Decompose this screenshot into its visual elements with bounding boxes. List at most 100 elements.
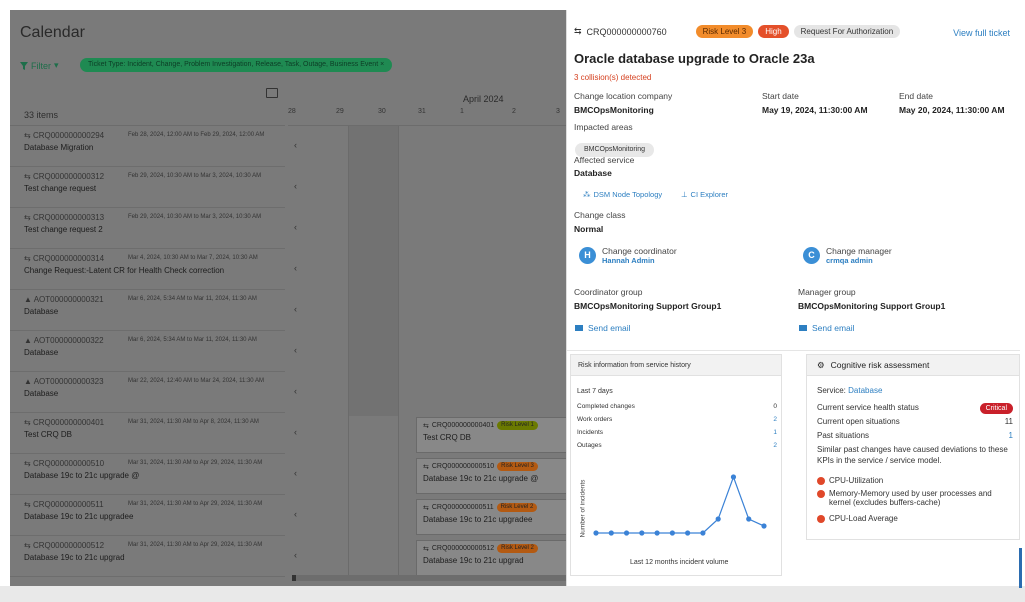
- bar-name: Database 19c to 21c upgrad: [423, 556, 524, 565]
- calendar-list-item[interactable]: ▲ AOT000000000323 Mar 22, 2024, 12:40 AM …: [10, 372, 297, 413]
- incident-data-point[interactable]: [639, 530, 645, 536]
- chevron-left-icon[interactable]: ‹: [294, 263, 297, 273]
- chevron-left-icon[interactable]: ‹: [294, 386, 297, 396]
- calendar-list: ⇆ CRQ000000000294 Feb 28, 2024, 12:00 AM …: [10, 126, 297, 577]
- bar-id: ⇆ CRQ000000000510 Risk Level 3: [423, 462, 569, 471]
- warning-icon: ▲: [24, 295, 34, 304]
- open-label: Current open situations: [817, 417, 900, 426]
- change-coordinator[interactable]: H Change coordinator Hannah Admin: [579, 246, 677, 265]
- chevron-left-icon[interactable]: ‹: [294, 550, 297, 560]
- app-window: Calendar Filter ▾ Ticket Type: Incident,…: [10, 10, 1020, 586]
- impacted-area-chip: BMCOpsMonitoring: [575, 143, 655, 157]
- change-icon: ⇆: [24, 131, 33, 140]
- affected-service-value: Database: [574, 168, 612, 178]
- view-full-ticket-link[interactable]: View full ticket: [953, 28, 1010, 38]
- coordinator-group-value: BMCOpsMonitoring Support Group1: [574, 301, 722, 311]
- change-icon: ⇆: [24, 418, 33, 427]
- calendar-list-item[interactable]: ⇆ CRQ000000000511 Mar 31, 2024, 11:30 AM …: [10, 495, 297, 536]
- stat-value[interactable]: 1: [773, 429, 777, 436]
- timeline-bar[interactable]: ⇆ CRQ000000000510 Risk Level 3 Database 19c…: [416, 458, 576, 494]
- close-icon[interactable]: ×: [380, 61, 385, 68]
- change-icon: ⇆: [24, 254, 33, 263]
- divider: [567, 350, 1020, 351]
- collision-warning[interactable]: 3 collision(s) detected: [574, 73, 652, 82]
- chevron-left-icon[interactable]: ‹: [294, 181, 297, 191]
- day-label: 29: [336, 108, 344, 115]
- incident-data-point[interactable]: [761, 523, 767, 529]
- calendar-list-item[interactable]: ⇆ CRQ000000000313 Feb 29, 2024, 10:30 AM …: [10, 208, 297, 249]
- timeline-bar[interactable]: ⇆ CRQ000000000512 Risk Level 2 Database 19c…: [416, 540, 576, 576]
- stat-value[interactable]: 2: [773, 416, 777, 423]
- scroll-thumb[interactable]: [292, 575, 296, 581]
- chevron-left-icon[interactable]: ‹: [294, 304, 297, 314]
- chevron-left-icon[interactable]: ‹: [294, 222, 297, 232]
- day-label: 31: [418, 108, 426, 115]
- incident-data-point[interactable]: [669, 530, 675, 536]
- calendar-list-item[interactable]: ⇆ CRQ000000000510 Mar 31, 2024, 11:30 AM …: [10, 454, 297, 495]
- calendar-list-item[interactable]: ⇆ CRQ000000000312 Feb 29, 2024, 10:30 AM …: [10, 167, 297, 208]
- filter-button[interactable]: Filter ▾: [20, 60, 59, 71]
- dsm-node-topology-link[interactable]: ⁂ DSM Node Topology: [583, 190, 662, 199]
- coordinator-send-email[interactable]: Send email: [575, 323, 631, 333]
- change-icon: ⇆: [24, 541, 33, 550]
- incident-data-point[interactable]: [746, 516, 752, 522]
- incident-data-point[interactable]: [608, 530, 614, 536]
- chevron-left-icon[interactable]: ‹: [294, 427, 297, 437]
- calendar-list-item[interactable]: ⇆ CRQ000000000314 Mar 4, 2024, 10:30 AM t…: [10, 249, 297, 290]
- chart-caption: Last 12 months incident volume: [630, 559, 729, 566]
- bar-id: ⇆ CRQ000000000511 Risk Level 2: [423, 503, 569, 512]
- incident-data-point[interactable]: [654, 530, 660, 536]
- item-id: ⇆ CRQ000000000511: [24, 500, 104, 509]
- kpi-label: CPU-Utilization: [829, 476, 884, 485]
- timeline-bar[interactable]: ⇆ CRQ000000000401 Risk Level 1 Test CRQ DB: [416, 417, 576, 453]
- service-link[interactable]: Database: [848, 386, 883, 395]
- calendar-list-item[interactable]: ⇆ CRQ000000000401 Mar 31, 2024, 11:30 AM …: [10, 413, 297, 454]
- item-id: ⇆ CRQ000000000313: [24, 213, 105, 222]
- item-name: Test CRQ DB: [24, 430, 73, 439]
- risk-pill: Risk Level 1: [497, 421, 538, 430]
- manager-send-email[interactable]: Send email: [799, 323, 855, 333]
- stat-label: Outages: [577, 442, 602, 449]
- change-icon: ⇆: [423, 422, 429, 430]
- incident-data-point[interactable]: [715, 516, 721, 522]
- day-label: 1: [460, 108, 464, 115]
- incident-volume-chart: Number of incidents Last 12 months incid…: [574, 455, 779, 575]
- priority-pill: High: [758, 25, 789, 38]
- calendar-list-item[interactable]: ▲ AOT000000000322 Mar 6, 2024, 5:34 AM to…: [10, 331, 297, 372]
- change-icon: ⇆: [24, 500, 33, 509]
- item-id: ⇆ CRQ000000000294: [24, 131, 105, 140]
- manager-avatar: C: [803, 247, 820, 264]
- timeline-bar[interactable]: ⇆ CRQ000000000511 Risk Level 2 Database 19c…: [416, 499, 576, 535]
- past-count[interactable]: 1: [1008, 431, 1013, 440]
- risk-level-pill: Risk Level 3: [695, 25, 754, 38]
- calendar-list-item[interactable]: ▲ AOT000000000321 Mar 6, 2024, 5:34 AM to…: [10, 290, 297, 331]
- ci-link-label: CI Explorer: [690, 190, 729, 199]
- incident-data-point[interactable]: [700, 530, 706, 536]
- horizontal-scrollbar[interactable]: [292, 575, 572, 581]
- stat-value[interactable]: 2: [773, 442, 777, 449]
- coordinator-name[interactable]: Hannah Admin: [602, 256, 655, 265]
- incident-data-point[interactable]: [730, 474, 737, 480]
- kpi-item: Memory-Memory used by user processes and…: [817, 489, 1013, 507]
- collapse-panel-icon[interactable]: [266, 88, 278, 98]
- filter-chip[interactable]: Ticket Type: Incident, Change, Problem I…: [80, 58, 393, 72]
- bottom-strip: [0, 586, 1025, 602]
- item-date-range: Mar 31, 2024, 11:30 AM to Apr 29, 2024, …: [128, 542, 263, 548]
- calendar-list-item[interactable]: ⇆ CRQ000000000512 Mar 31, 2024, 11:30 AM …: [10, 536, 297, 577]
- manager-name[interactable]: crmqa admin: [826, 256, 873, 265]
- incident-data-point[interactable]: [623, 530, 630, 536]
- ci-explorer-link[interactable]: ⊥ CI Explorer: [681, 190, 728, 199]
- warning-icon: ▲: [24, 377, 34, 386]
- change-icon: ⇆: [574, 26, 582, 36]
- calendar-list-item[interactable]: ⇆ CRQ000000000294 Feb 28, 2024, 12:00 AM …: [10, 126, 297, 167]
- chevron-left-icon[interactable]: ‹: [294, 509, 297, 519]
- chevron-left-icon[interactable]: ‹: [294, 140, 297, 150]
- item-id: ⇆ CRQ000000000401: [24, 418, 105, 427]
- incident-data-point[interactable]: [685, 530, 691, 536]
- incident-data-point[interactable]: [593, 530, 599, 536]
- chevron-left-icon[interactable]: ‹: [294, 345, 297, 355]
- risk-history-header: Risk information from service history: [571, 355, 781, 376]
- change-manager[interactable]: C Change manager crmqa admin: [803, 246, 892, 265]
- chevron-left-icon[interactable]: ‹: [294, 468, 297, 478]
- change-icon: ⇆: [24, 172, 33, 181]
